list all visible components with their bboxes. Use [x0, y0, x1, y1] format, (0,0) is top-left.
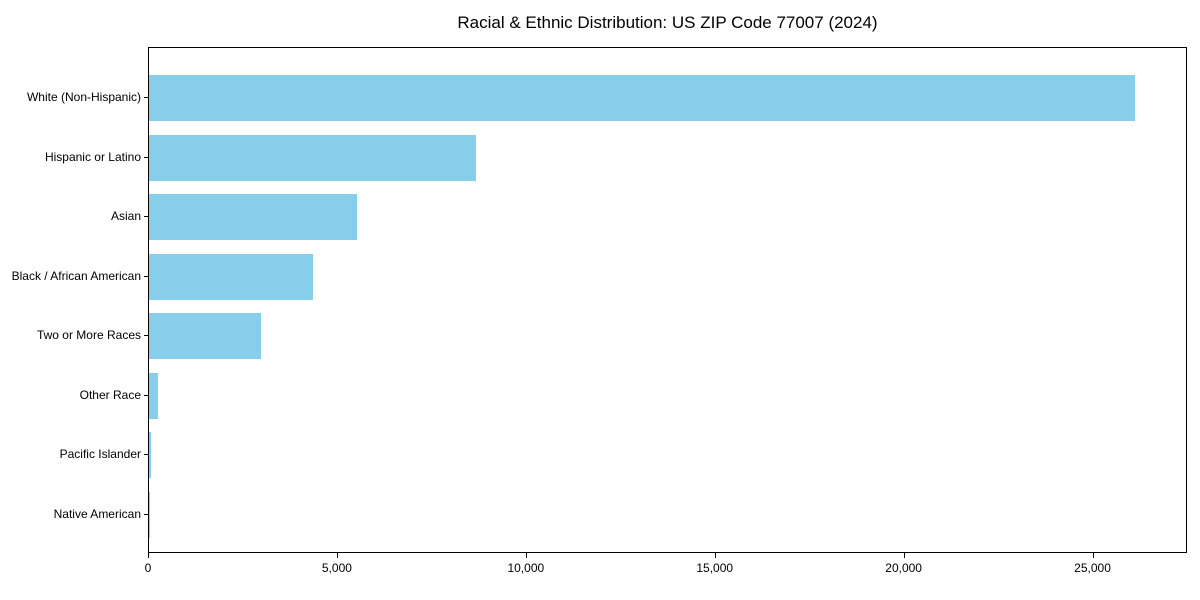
- plot-area: [148, 47, 1187, 553]
- y-axis-label-white-non-hispanic: White (Non-Hispanic): [26, 90, 141, 104]
- x-axis-tick-label: 0: [144, 561, 152, 575]
- bar-native-american: [149, 491, 150, 538]
- x-axis-tick-label: 10,000: [507, 561, 545, 575]
- y-axis-label-native-american: Native American: [53, 506, 141, 521]
- x-axis-tick: [525, 553, 527, 558]
- y-axis-label-other-race: Other Race: [79, 387, 141, 402]
- y-axis-tick: [144, 394, 148, 396]
- y-axis-tick: [144, 97, 148, 98]
- y-axis-tick: [144, 454, 148, 455]
- x-axis-tick: [1092, 553, 1094, 558]
- bar-hispanic-or-latino: [149, 134, 476, 181]
- y-axis-label-pacific-islander: Pacific Islander: [59, 447, 141, 461]
- y-axis-tick: [144, 335, 148, 336]
- y-axis-label-hispanic-or-latino: Hispanic or Latino: [44, 149, 141, 164]
- x-axis-tick-label: 5,000: [321, 561, 352, 575]
- x-axis-tick: [336, 553, 338, 558]
- bar-other-race: [149, 372, 159, 419]
- y-axis-tick: [144, 216, 148, 217]
- x-axis-tick: [714, 553, 716, 558]
- bar-pacific-islander: [149, 432, 151, 478]
- y-axis-label-black-african-american: Black / African American: [11, 268, 141, 283]
- bar-asian: [149, 194, 357, 240]
- x-axis-tick-label: 25,000: [1074, 561, 1111, 575]
- y-axis-tick: [144, 513, 148, 515]
- bar-two-or-more-races: [149, 313, 261, 359]
- bar-white-non-hispanic: [149, 75, 1136, 121]
- x-axis-tick-label: 15,000: [696, 561, 734, 575]
- x-axis-tick: [903, 553, 905, 558]
- chart-title: Racial & Ethnic Distribution: US ZIP Cod…: [457, 13, 878, 32]
- x-axis-tick: [148, 553, 149, 558]
- y-axis-label-asian: Asian: [110, 209, 141, 223]
- y-axis-label-two-or-more-races: Two or More Races: [36, 328, 141, 342]
- y-axis-tick: [144, 156, 148, 158]
- x-axis-tick-label: 20,000: [885, 561, 922, 575]
- bar-black-african-american: [149, 253, 313, 300]
- y-axis-tick: [144, 275, 148, 277]
